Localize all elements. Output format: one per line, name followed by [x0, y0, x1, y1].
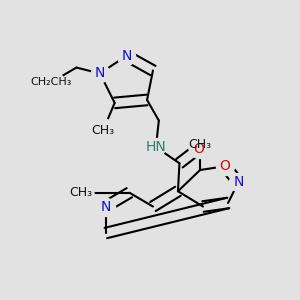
Text: HN: HN [146, 140, 166, 154]
Text: N: N [121, 49, 132, 63]
Text: O: O [193, 142, 204, 155]
Text: N: N [233, 176, 244, 189]
Text: N: N [100, 200, 111, 214]
Text: CH₂CH₃: CH₂CH₃ [31, 77, 72, 87]
Text: N: N [95, 66, 105, 80]
Text: CH₃: CH₃ [188, 138, 212, 151]
Text: CH₃: CH₃ [69, 186, 92, 199]
Text: O: O [220, 159, 230, 173]
Text: CH₃: CH₃ [91, 124, 115, 137]
